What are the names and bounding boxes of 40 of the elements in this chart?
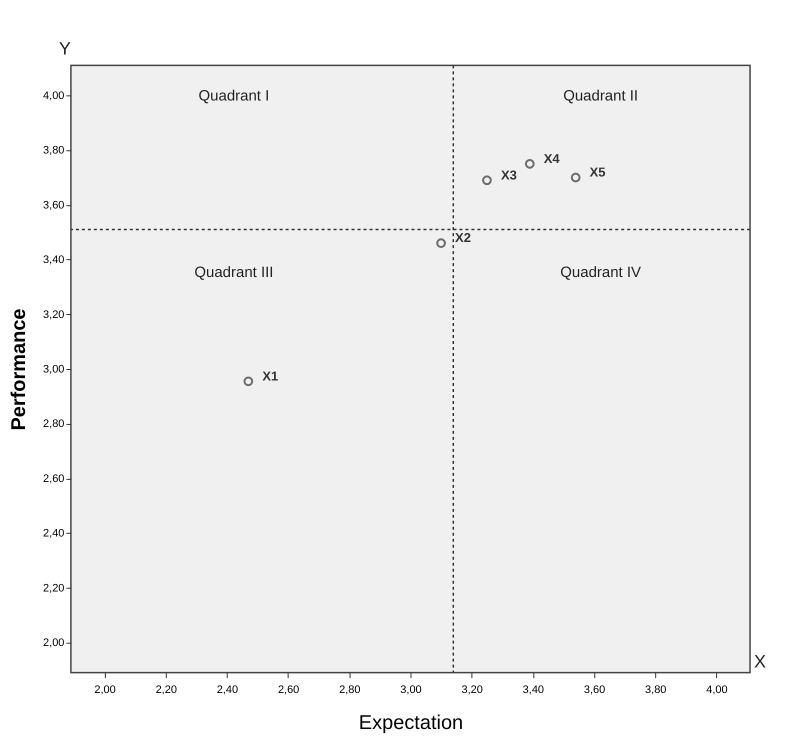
y-tick-label: 3,80 bbox=[43, 144, 64, 157]
x-tick-label: 3,20 bbox=[461, 684, 483, 696]
x-tick-label: 2,40 bbox=[216, 684, 238, 696]
annotation: X5 bbox=[590, 164, 606, 180]
annotation: Quadrant II bbox=[563, 88, 638, 105]
point bbox=[436, 238, 446, 248]
x-tick-label: 4,00 bbox=[706, 684, 728, 696]
annotation: Quadrant IV bbox=[560, 264, 642, 281]
x-tick-label: 3,80 bbox=[645, 684, 666, 696]
y-axis-title: Performance bbox=[8, 308, 30, 431]
x-tick-label: 3,60 bbox=[584, 684, 606, 696]
point bbox=[524, 158, 535, 169]
point bbox=[243, 376, 254, 386]
annotation: X4 bbox=[544, 150, 560, 166]
x-tick-label: 2,80 bbox=[339, 684, 360, 696]
x-tick-label: 2,20 bbox=[156, 684, 177, 696]
y-tick-label: 2,20 bbox=[43, 582, 64, 594]
annotation: Quadrant III bbox=[194, 264, 274, 281]
y-tick-label: 3,00 bbox=[43, 363, 64, 376]
y-tick-label: 2,60 bbox=[43, 472, 64, 485]
x-axis-title: Expectation bbox=[358, 712, 464, 734]
y-tick-label: 3,20 bbox=[43, 308, 64, 321]
annotation: X3 bbox=[500, 167, 517, 182]
y-tick-label: 2,40 bbox=[43, 528, 64, 540]
x-tick-label: 2,00 bbox=[94, 684, 116, 696]
x-tick-label: 2,60 bbox=[278, 684, 300, 696]
x-tick-label: 3,40 bbox=[522, 684, 544, 696]
point bbox=[482, 175, 492, 186]
text: X bbox=[754, 652, 766, 672]
y-tick-label: 3,40 bbox=[43, 254, 64, 266]
y-tick-label: 4,00 bbox=[43, 90, 64, 102]
x-tick-label: 3,00 bbox=[400, 684, 422, 696]
text: Y bbox=[58, 38, 71, 58]
point bbox=[570, 172, 581, 182]
y-tick-label: 2,80 bbox=[43, 418, 64, 430]
y-tick-label: 2,00 bbox=[43, 637, 64, 650]
annotation: Quadrant I bbox=[198, 88, 270, 105]
annotation: X1 bbox=[262, 368, 278, 384]
annotation: X2 bbox=[455, 230, 471, 246]
y-tick-label: 3,60 bbox=[43, 199, 64, 212]
